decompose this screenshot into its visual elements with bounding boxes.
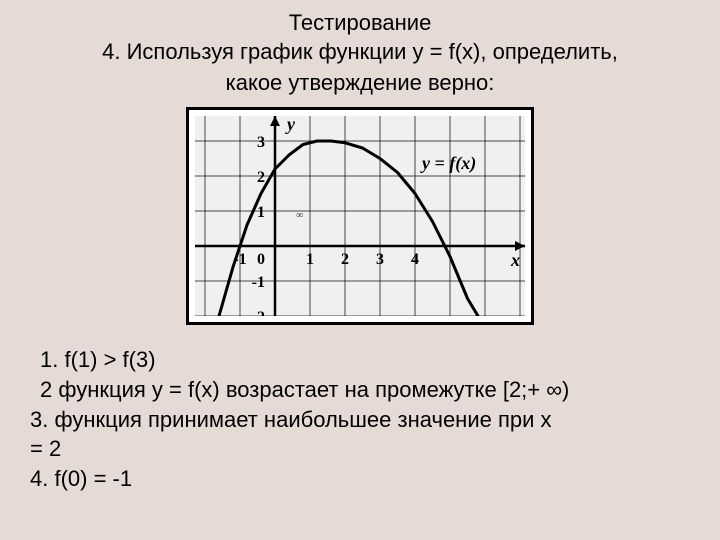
svg-text:x: x [510,250,520,270]
option-1: 1. f(1) > f(3) [40,345,690,375]
question-line-1: 4. Используя график функции y = f(x), оп… [30,38,690,67]
svg-text:-2: -2 [252,309,265,316]
svg-text:0: 0 [257,251,265,268]
option-3-line1: 3. функция принимает наибольшее значение… [30,405,690,435]
graph-frame: -1 1 2 3 4 -2 -1 1 2 3 0 y x y = f(x) ∞ [186,107,534,325]
graph-container: -1 1 2 3 4 -2 -1 1 2 3 0 y x y = f(x) ∞ [30,107,690,325]
svg-text:3: 3 [257,134,265,151]
function-graph: -1 1 2 3 4 -2 -1 1 2 3 0 y x y = f(x) ∞ [195,116,525,316]
svg-text:y = f(x): y = f(x) [420,153,476,174]
option-2: 2 функция y = f(x) возрастает на промежу… [40,375,690,405]
svg-text:-1: -1 [233,251,246,268]
page-title: Тестирование [30,10,690,36]
svg-text:3: 3 [376,251,384,268]
svg-text:2: 2 [341,251,349,268]
question-line-2: какое утверждение верно: [30,69,690,98]
svg-text:1: 1 [257,204,265,221]
svg-text:4: 4 [411,251,419,268]
svg-text:∞: ∞ [296,210,303,221]
svg-text:-1: -1 [252,274,265,291]
option-3-line2: = 2 [30,434,690,464]
options-block: 1. f(1) > f(3) 2 функция y = f(x) возрас… [30,345,690,493]
svg-text:1: 1 [306,251,314,268]
svg-text:y: y [285,116,296,134]
option-4: 4. f(0) = -1 [30,464,690,494]
svg-text:2: 2 [257,169,265,186]
